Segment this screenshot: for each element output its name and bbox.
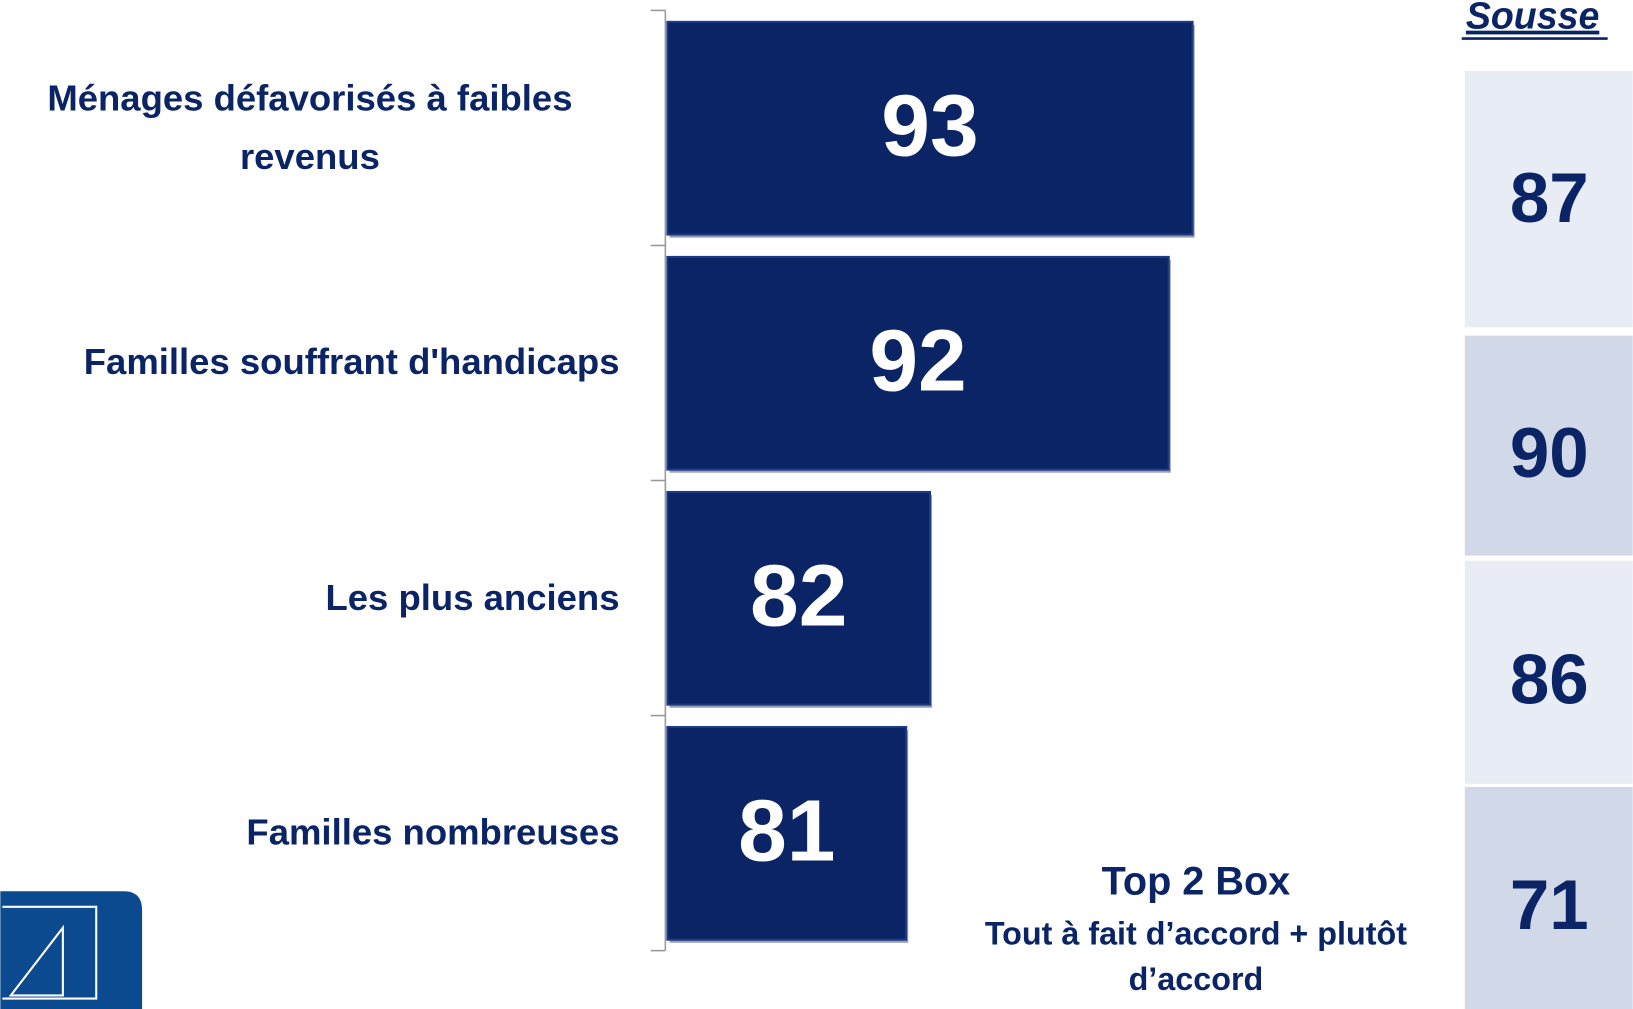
bar [666,20,1194,236]
category-label: Ménages défavorisés à faibles revenus [47,77,573,177]
comparison-title: Sousse [1466,0,1599,37]
comparison-panel [1464,786,1633,1009]
comparison-value: 71 [1510,866,1589,945]
comparison-panel [1464,560,1633,784]
bar-value-label: 92 [869,312,966,410]
category-label: Les plus anciens [325,577,620,618]
comparison-value: 86 [1510,641,1589,720]
comparison-value: 87 [1510,159,1589,238]
logo [0,891,143,1009]
category-label-box: Les plus anciens [325,577,620,618]
bar [666,255,1170,471]
category-label: Familles souffrant d'handicaps [83,342,620,383]
annotation: Top 2 Box Tout à fait d’accord + plutôt … [984,859,1407,998]
bar [666,726,908,941]
category-label-box: Familles nombreuses [246,812,620,853]
bar-value-label: 81 [738,782,835,880]
bar-value-label: 93 [881,77,978,175]
comparison-panel [1464,335,1633,556]
annotation-title: Top 2 Box [1101,859,1291,904]
category-label-box: Ménages défavorisés à faibles revenus [47,77,573,177]
category-label: Familles nombreuses [246,812,620,853]
category-label-box: Familles souffrant d'handicaps [83,342,620,383]
comparison-value: 90 [1510,414,1589,493]
bar-value-label: 82 [750,547,847,645]
annotation-text: Tout à fait d’accord + plutôt d’accord [984,915,1407,998]
comparison-panel [1464,70,1633,328]
bar [666,490,932,706]
